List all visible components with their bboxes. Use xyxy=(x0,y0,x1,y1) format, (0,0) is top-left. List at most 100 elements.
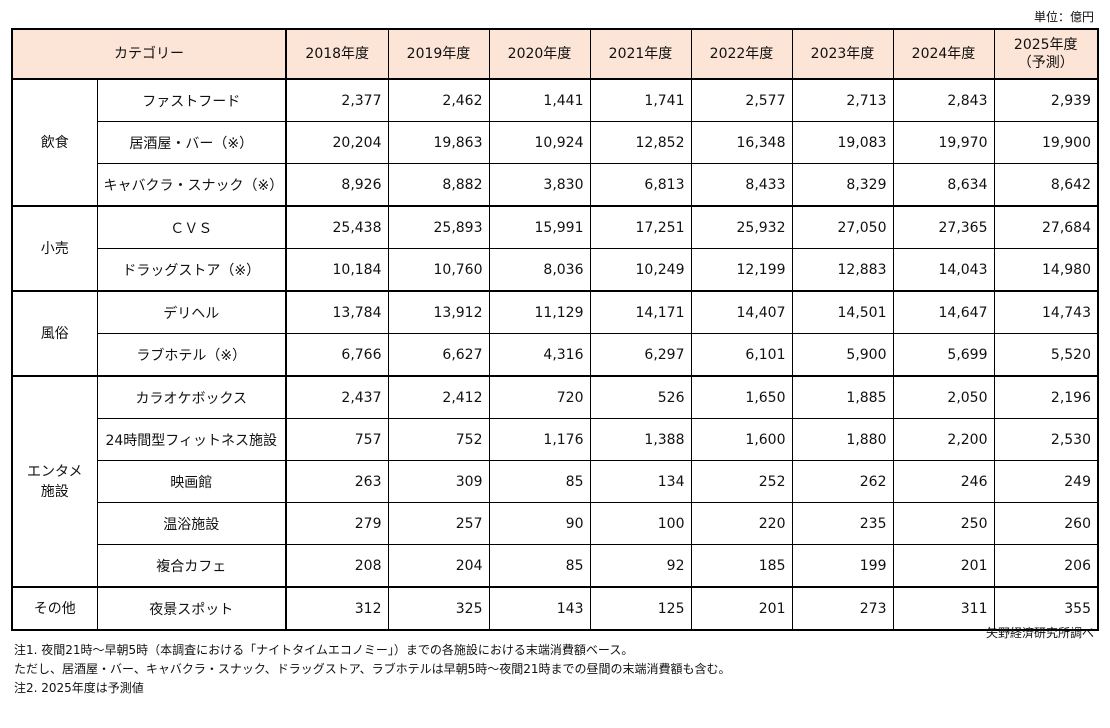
header-year: 2021年度 xyxy=(589,28,692,80)
source-credit: 矢野経済研究所調べ xyxy=(985,626,1094,640)
note-line: 注2. 2025年度は予測値 xyxy=(14,681,144,695)
value-cell: 25,932 xyxy=(690,205,793,249)
value-cell: 8,036 xyxy=(488,248,591,292)
value-cell: 279 xyxy=(285,502,389,545)
subcategory-label: デリヘル xyxy=(96,290,287,334)
category-group: 小売 xyxy=(11,205,98,292)
value-cell: 1,880 xyxy=(791,418,894,461)
value-cell: 1,741 xyxy=(589,78,692,122)
value-cell: 13,912 xyxy=(387,290,490,334)
header-year: 2018年度 xyxy=(285,28,389,80)
header-year: 2023年度 xyxy=(791,28,894,80)
value-cell: 16,348 xyxy=(690,121,793,164)
value-cell: 13,784 xyxy=(285,290,389,334)
subcategory-label: ＣＶＳ xyxy=(96,205,287,249)
category-group: エンタメ 施設 xyxy=(11,375,98,588)
value-cell: 15,991 xyxy=(488,205,591,249)
value-cell: 27,050 xyxy=(791,205,894,249)
value-cell: 10,924 xyxy=(488,121,591,164)
table-row: エンタメ 施設 カラオケボックス 2,437 2,412 720 526 1,650 1,88… xyxy=(11,375,1099,588)
table-row: ドラッグストア（※） 10,184 10,760 8,036 10,249 12,199 1… xyxy=(12,248,1099,292)
value-cell: 246 xyxy=(892,460,995,503)
value-cell: 208 xyxy=(285,544,389,588)
value-cell: 2,050 xyxy=(892,375,995,419)
note-line: 注1. 夜間21時～早朝5時（本調査における「ナイトタイムエコノミー」）までの各… xyxy=(14,643,634,657)
value-cell: 262 xyxy=(791,460,894,503)
value-cell: 260 xyxy=(993,502,1099,545)
value-cell: 6,101 xyxy=(690,333,793,377)
value-cell: 249 xyxy=(993,460,1099,503)
value-cell: 312 xyxy=(285,586,389,631)
header-year: 2022年度 xyxy=(690,28,793,80)
subcategory-label: 夜景スポット xyxy=(96,586,287,631)
value-cell: 2,713 xyxy=(791,78,894,122)
value-cell: 14,501 xyxy=(791,290,894,334)
subcategory-label: 複合カフェ xyxy=(96,544,287,588)
value-cell: 5,699 xyxy=(892,333,995,377)
value-cell: 273 xyxy=(791,586,894,631)
value-cell: 1,650 xyxy=(690,375,793,419)
value-cell: 14,043 xyxy=(892,248,995,292)
value-cell: 526 xyxy=(589,375,692,419)
value-cell: 1,388 xyxy=(589,418,692,461)
value-cell: 250 xyxy=(892,502,995,545)
value-cell: 12,883 xyxy=(791,248,894,292)
value-cell: 85 xyxy=(488,544,591,588)
value-cell: 204 xyxy=(387,544,490,588)
value-cell: 90 xyxy=(488,502,591,545)
subcategory-label: 温浴施設 xyxy=(96,502,287,545)
value-cell: 10,249 xyxy=(589,248,692,292)
value-cell: 143 xyxy=(488,586,591,631)
value-cell: 125 xyxy=(589,586,692,631)
table-row: 居酒屋・バー（※） 20,204 19,863 10,924 12,852 16,348 1… xyxy=(12,121,1099,164)
value-cell: 27,365 xyxy=(892,205,995,249)
value-cell: 2,196 xyxy=(993,375,1099,419)
value-cell: 3,830 xyxy=(488,163,591,207)
value-cell: 206 xyxy=(993,544,1099,588)
value-cell: 27,684 xyxy=(993,205,1099,249)
value-cell: 19,900 xyxy=(993,121,1099,164)
value-cell: 235 xyxy=(791,502,894,545)
category-group: その他 xyxy=(11,586,98,631)
value-cell: 8,634 xyxy=(892,163,995,207)
value-cell: 19,970 xyxy=(892,121,995,164)
header-year: 2020年度 xyxy=(488,28,591,80)
value-cell: 10,760 xyxy=(387,248,490,292)
unit-label: 単位：億円 xyxy=(1033,10,1094,24)
value-cell: 311 xyxy=(892,586,995,631)
table-body: 飲食 ファストフード 2,377 2,462 1,441 1,741 2,577 2,713 2… xyxy=(11,78,1099,631)
header-row: カテゴリー 2018年度 2019年度 2020年度 2021年度 2022年度 2023… xyxy=(11,28,1099,80)
table-row: 風俗 デリヘル 13,784 13,912 11,129 14,171 14,407 14,5… xyxy=(11,290,1099,377)
value-cell: 14,407 xyxy=(690,290,793,334)
subcategory-label: キャバクラ・スナック（※） xyxy=(96,163,287,207)
value-cell: 2,577 xyxy=(690,78,793,122)
market-size-table: カテゴリー 2018年度 2019年度 2020年度 2021年度 2022年度 2023… xyxy=(11,28,1099,631)
value-cell: 199 xyxy=(791,544,894,588)
value-cell: 100 xyxy=(589,502,692,545)
footnotes: 注1. 夜間21時～早朝5時（本調査における「ナイトタイムエコノミー」）までの各… xyxy=(14,641,731,698)
table-row: ラブホテル（※） 6,766 6,627 4,316 6,297 6,101 5,900 5,… xyxy=(12,333,1099,377)
value-cell: 6,627 xyxy=(387,333,490,377)
value-cell: 2,939 xyxy=(993,78,1099,122)
value-cell: 757 xyxy=(285,418,389,461)
value-cell: 201 xyxy=(892,544,995,588)
value-cell: 325 xyxy=(387,586,490,631)
value-cell: 14,743 xyxy=(993,290,1099,334)
subcategory-label: カラオケボックス xyxy=(96,375,287,419)
header-year: 2019年度 xyxy=(387,28,490,80)
value-cell: 2,200 xyxy=(892,418,995,461)
forecast-year: 2025年度 xyxy=(1013,37,1078,53)
table-row: 飲食 ファストフード 2,377 2,462 1,441 1,741 2,577 2,713 2… xyxy=(11,78,1099,207)
value-cell: 25,893 xyxy=(387,205,490,249)
value-cell: 134 xyxy=(589,460,692,503)
category-group: 飲食 xyxy=(11,78,98,207)
value-cell: 1,885 xyxy=(791,375,894,419)
forecast-label: （予測） xyxy=(1017,55,1074,71)
value-cell: 720 xyxy=(488,375,591,419)
subcategory-label: 映画館 xyxy=(96,460,287,503)
value-cell: 252 xyxy=(690,460,793,503)
value-cell: 2,437 xyxy=(285,375,389,419)
value-cell: 85 xyxy=(488,460,591,503)
value-cell: 11,129 xyxy=(488,290,591,334)
value-cell: 1,176 xyxy=(488,418,591,461)
